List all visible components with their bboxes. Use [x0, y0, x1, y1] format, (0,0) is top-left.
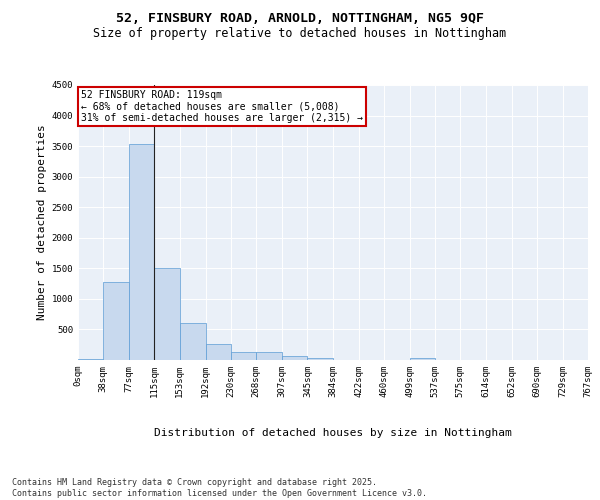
Text: 52, FINSBURY ROAD, ARNOLD, NOTTINGHAM, NG5 9QF: 52, FINSBURY ROAD, ARNOLD, NOTTINGHAM, N…	[116, 12, 484, 26]
Bar	[282, 356, 307, 360]
Bar	[206, 344, 231, 360]
Bar	[103, 282, 129, 360]
Text: Size of property relative to detached houses in Nottingham: Size of property relative to detached ho…	[94, 28, 506, 40]
Bar	[129, 144, 154, 360]
Y-axis label: Number of detached properties: Number of detached properties	[37, 124, 47, 320]
Bar	[180, 324, 206, 360]
Text: Contains HM Land Registry data © Crown copyright and database right 2025.
Contai: Contains HM Land Registry data © Crown c…	[12, 478, 427, 498]
Bar	[256, 352, 282, 360]
Bar	[307, 358, 334, 360]
Bar	[154, 268, 180, 360]
Bar	[231, 352, 256, 360]
Bar	[78, 359, 103, 360]
Text: Distribution of detached houses by size in Nottingham: Distribution of detached houses by size …	[154, 428, 512, 438]
Text: 52 FINSBURY ROAD: 119sqm
← 68% of detached houses are smaller (5,008)
31% of sem: 52 FINSBURY ROAD: 119sqm ← 68% of detach…	[80, 90, 362, 123]
Bar	[410, 358, 435, 360]
